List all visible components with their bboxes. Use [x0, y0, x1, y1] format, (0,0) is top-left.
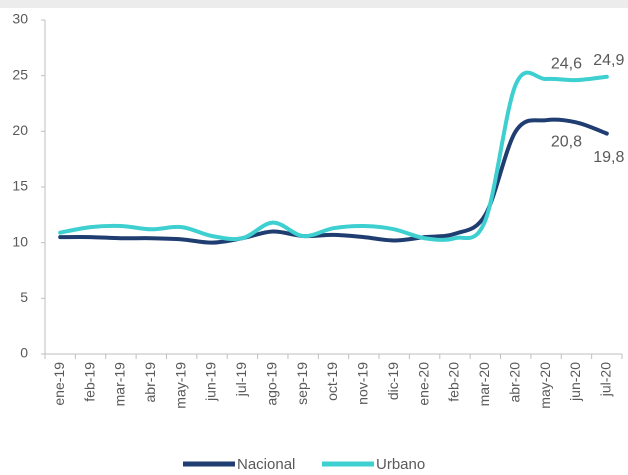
x-tick-label: mar-19 [112, 362, 128, 407]
data-label: 20,8 [551, 134, 582, 151]
x-tick-label: abr-20 [506, 362, 522, 403]
y-tick-label: 30 [12, 11, 28, 27]
y-tick-label: 15 [12, 178, 28, 194]
data-label: 19,8 [593, 149, 624, 166]
x-tick-label: ene-19 [51, 362, 67, 406]
x-tick-label: jul-19 [233, 362, 249, 397]
legend-label: Urbano [376, 456, 425, 473]
x-tick-label: ene-20 [415, 362, 431, 406]
y-tick-label: 20 [12, 122, 28, 138]
x-tick-label: ago-19 [263, 362, 279, 406]
y-tick-label: 0 [20, 345, 28, 361]
x-tick-label: nov-19 [355, 362, 371, 405]
x-tick-label: dic-19 [385, 362, 401, 400]
x-tick-label: may-19 [172, 362, 188, 409]
y-tick-label: 5 [20, 289, 28, 305]
x-tick-label: feb-19 [81, 362, 97, 402]
x-tick-label: jun-19 [203, 362, 219, 402]
x-tick-label: feb-20 [446, 362, 462, 402]
legend-label: Nacional [237, 456, 295, 473]
series-line [58, 70, 609, 242]
data-label: 24,9 [593, 52, 624, 69]
x-tick-label: sep-19 [294, 362, 310, 405]
x-tick-label: oct-19 [324, 362, 340, 401]
x-tick-label: jul-20 [598, 362, 614, 397]
x-tick-label: abr-19 [142, 362, 158, 403]
y-tick-label: 10 [12, 233, 28, 249]
top-band [0, 0, 628, 8]
data-label: 24,6 [551, 55, 582, 72]
x-tick-label: may-20 [537, 362, 553, 409]
x-tick-label: jun-20 [567, 362, 583, 402]
x-tick-label: mar-20 [476, 362, 492, 407]
y-tick-label: 25 [12, 66, 28, 82]
series-line [58, 117, 609, 245]
